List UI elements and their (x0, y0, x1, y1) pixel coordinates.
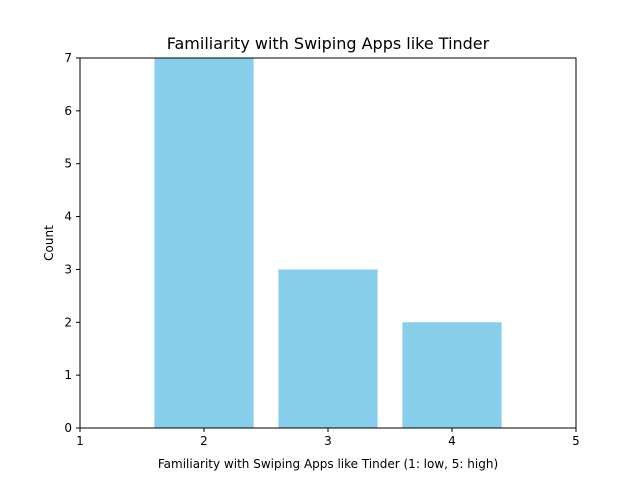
bar-3 (278, 269, 378, 428)
x-tick-label: 5 (572, 434, 580, 448)
x-ticks-group: 1 2 3 4 5 (76, 428, 580, 448)
x-tick-label: 1 (76, 434, 84, 448)
chart-title: Familiarity with Swiping Apps like Tinde… (167, 34, 490, 53)
x-tick-label: 3 (324, 434, 332, 448)
bar-2 (154, 58, 254, 428)
bar-4 (402, 322, 502, 428)
y-tick-label: 4 (64, 210, 72, 224)
y-tick-label: 2 (64, 315, 72, 329)
x-tick-label: 2 (200, 434, 208, 448)
y-tick-label: 6 (64, 104, 72, 118)
y-tick-label: 7 (64, 51, 72, 65)
y-ticks-group: 0 1 2 3 4 5 6 7 (64, 51, 80, 435)
x-tick-label: 4 (448, 434, 456, 448)
plot-frame (79, 57, 577, 429)
y-tick-label: 0 (64, 421, 72, 435)
y-tick-label: 3 (64, 262, 72, 276)
x-axis-label: Familiarity with Swiping Apps like Tinde… (158, 457, 498, 471)
y-tick-label: 5 (64, 157, 72, 171)
y-tick-label: 1 (64, 368, 72, 382)
bars-group (154, 58, 502, 428)
y-axis-label: Count (42, 225, 56, 261)
